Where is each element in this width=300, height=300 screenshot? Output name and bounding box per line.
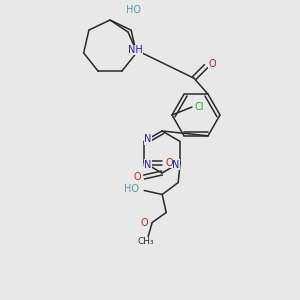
Text: Cl: Cl <box>194 102 204 112</box>
Text: O: O <box>141 218 148 227</box>
Text: N: N <box>172 160 180 170</box>
Text: HO: HO <box>124 184 139 194</box>
Text: N: N <box>144 160 152 170</box>
Text: O: O <box>133 172 141 182</box>
Text: HO: HO <box>126 5 141 15</box>
Text: NH: NH <box>128 45 142 55</box>
Text: O: O <box>165 158 172 167</box>
Text: N: N <box>144 134 152 145</box>
Text: CH₃: CH₃ <box>138 237 154 246</box>
Text: O: O <box>208 59 216 69</box>
